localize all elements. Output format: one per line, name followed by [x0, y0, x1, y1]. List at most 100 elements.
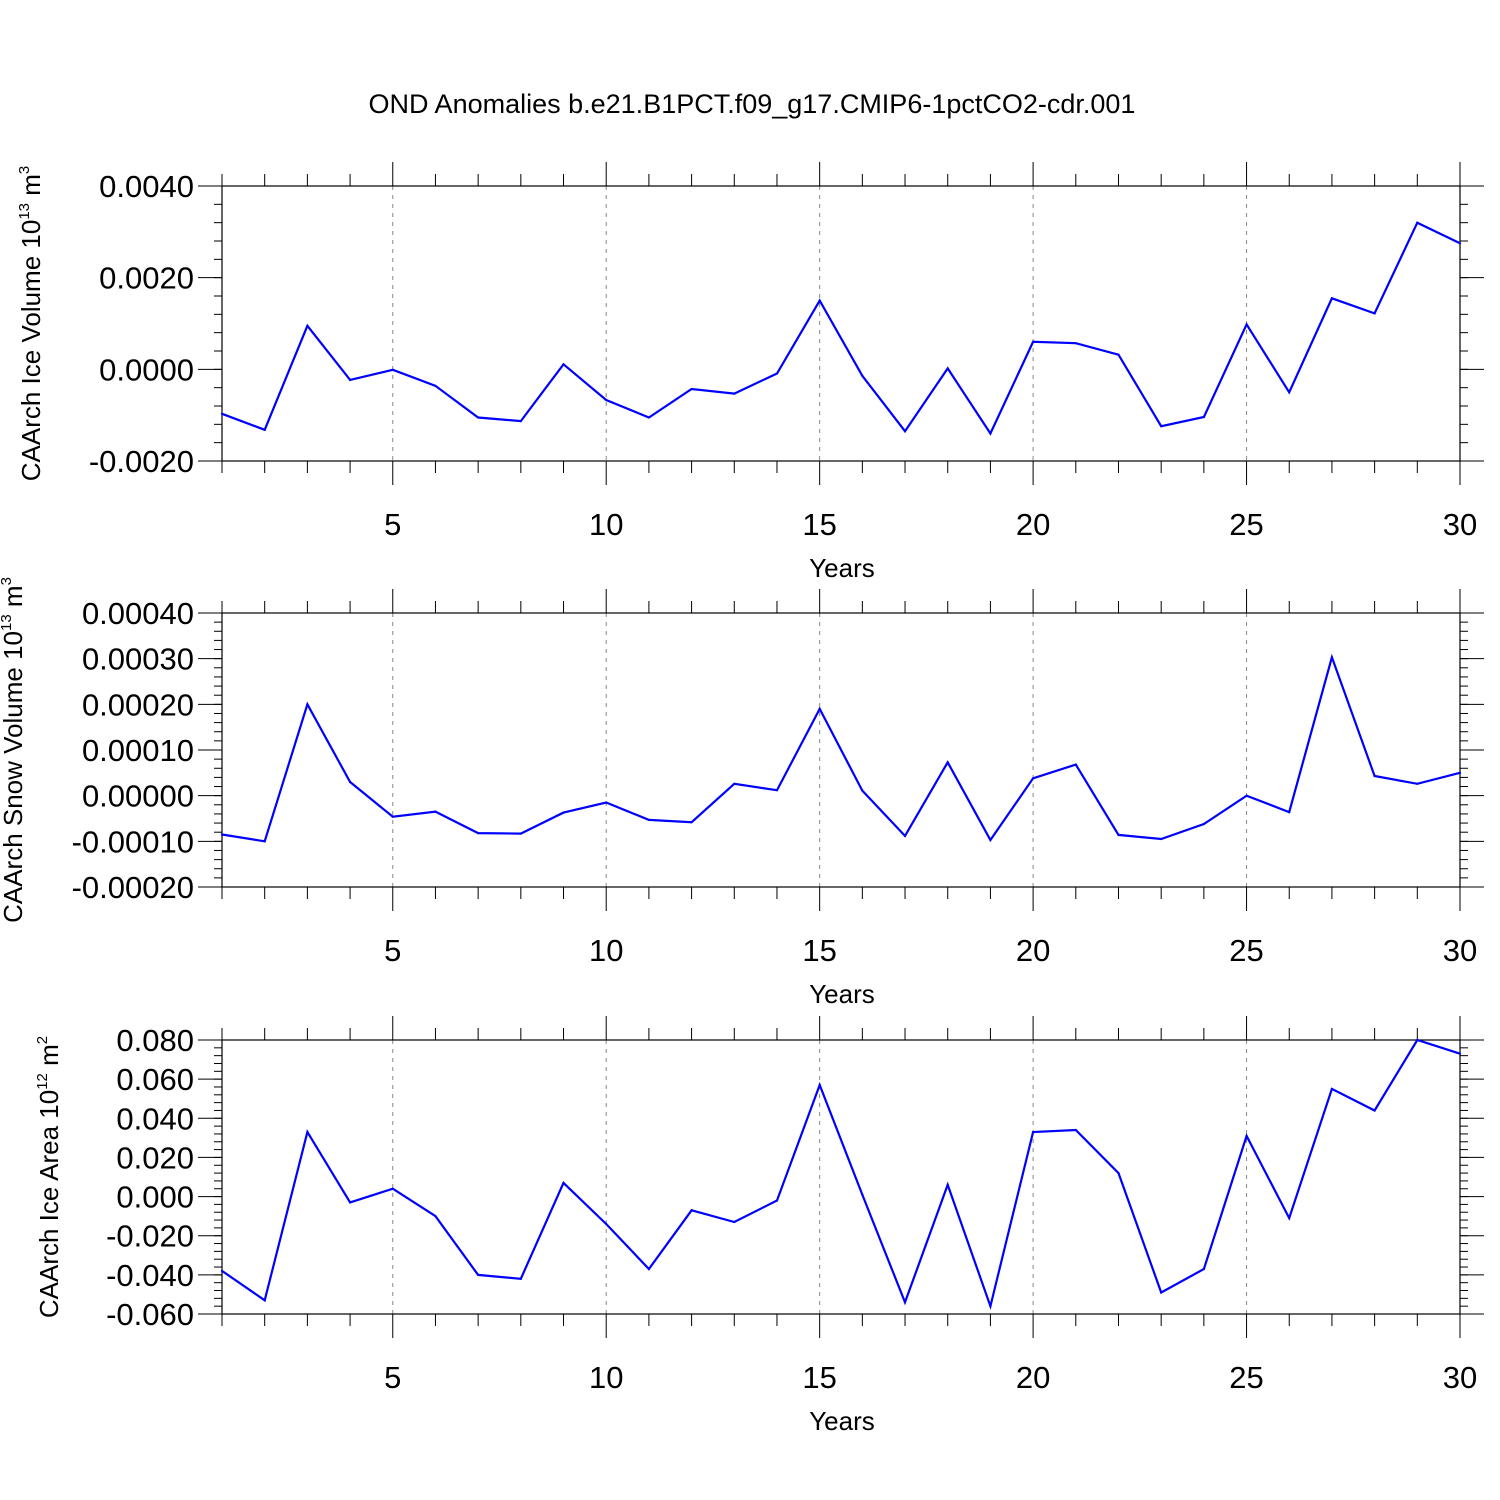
x-tick-label: 30 — [1443, 507, 1477, 542]
x-tick-label: 25 — [1229, 933, 1263, 968]
x-tick-label: 25 — [1229, 1360, 1263, 1395]
data-point — [690, 387, 693, 391]
series-line — [221, 653, 1461, 843]
data-point — [1330, 656, 1334, 659]
data-point — [861, 374, 864, 377]
y-tick-label: 0.0020 — [99, 261, 194, 296]
data-point — [1416, 221, 1419, 224]
data-point — [690, 821, 693, 824]
data-point — [775, 789, 779, 792]
data-point — [306, 1130, 309, 1134]
data-point — [647, 818, 650, 821]
data-point — [818, 1083, 821, 1087]
y-tick-label: 0.0040 — [99, 169, 194, 204]
data-point — [605, 398, 608, 402]
data-point — [1117, 833, 1120, 837]
x-tick-label: 30 — [1443, 933, 1477, 968]
y-axis-label: CAArch Ice Area 1012 m2 — [34, 1036, 64, 1318]
data-point — [434, 810, 437, 813]
data-point — [946, 1183, 949, 1186]
data-point — [818, 299, 821, 302]
x-tick-label: 30 — [1443, 1360, 1477, 1395]
data-point — [1074, 763, 1077, 766]
data-point — [1458, 771, 1462, 774]
data-point — [1032, 1130, 1035, 1134]
x-tick-label: 10 — [589, 507, 623, 542]
data-point — [391, 1187, 394, 1190]
data-point — [1160, 837, 1163, 841]
data-point — [989, 432, 992, 435]
data-point — [519, 420, 522, 423]
x-tick-label: 20 — [1016, 933, 1050, 968]
data-point — [1373, 1109, 1376, 1112]
panel-3: -0.060 -0.040 -0.020 0.000 0.020 0.040 0.060 0.… — [34, 1016, 1484, 1436]
data-point — [1074, 342, 1077, 345]
data-point — [1330, 297, 1334, 300]
data-point — [989, 838, 992, 842]
data-point — [733, 782, 736, 785]
data-point — [861, 1193, 864, 1196]
x-tick-label: 15 — [802, 507, 836, 542]
data-point — [1245, 1134, 1248, 1137]
x-axis-label: Years — [809, 553, 875, 583]
x-axis-label: Years — [809, 979, 875, 1009]
data-point — [605, 801, 608, 804]
y-tick-label: -0.040 — [106, 1258, 194, 1293]
x-tick-label: 10 — [589, 1360, 623, 1395]
panel-2: -0.00020 -0.00010 0.00000 0.00010 0.00020 0.0… — [0, 577, 1484, 1009]
data-point — [1202, 822, 1205, 826]
data-point — [391, 368, 394, 371]
data-point — [775, 1199, 779, 1202]
x-tick-label: 10 — [589, 933, 623, 968]
data-point — [1416, 1038, 1419, 1042]
data-point — [562, 363, 565, 366]
data-point — [348, 780, 352, 784]
data-point — [1202, 415, 1205, 419]
data-point — [946, 761, 949, 764]
data-point — [1288, 391, 1291, 394]
data-point — [562, 811, 565, 814]
y-tick-label: 0.000 — [116, 1180, 194, 1215]
y-tick-label: 0.00040 — [82, 596, 194, 631]
data-point — [775, 372, 779, 375]
data-point — [1245, 794, 1248, 797]
data-point — [263, 1299, 266, 1302]
data-point — [562, 1181, 565, 1184]
y-tick-label: 0.060 — [116, 1062, 194, 1097]
data-point — [733, 1220, 736, 1224]
data-point — [1458, 1052, 1462, 1055]
x-axis-label: Years — [809, 1406, 875, 1436]
figure-title: OND Anomalies b.e21.B1PCT.f09_g17.CMIP6-… — [369, 89, 1136, 119]
data-point — [220, 412, 224, 415]
y-axis-label: CAArch Snow Volume 1013 m3 — [0, 577, 28, 923]
data-point — [946, 367, 949, 370]
data-point — [391, 815, 394, 818]
data-point — [1202, 1267, 1205, 1271]
data-point — [903, 834, 907, 837]
data-point — [1245, 323, 1248, 326]
data-point — [348, 378, 352, 381]
data-point — [348, 1201, 352, 1204]
data-point — [647, 1267, 650, 1271]
data-point — [477, 416, 480, 419]
y-tick-label: -0.0020 — [89, 444, 194, 479]
y-tick-label: -0.060 — [106, 1297, 194, 1332]
data-point — [1416, 782, 1419, 785]
data-point — [1160, 1291, 1163, 1294]
data-point — [818, 707, 821, 711]
data-point — [306, 703, 309, 706]
data-point — [989, 1305, 992, 1308]
y-tick-label: 0.0000 — [99, 352, 194, 387]
x-tick-label: 5 — [384, 507, 401, 542]
data-point — [1074, 1128, 1077, 1132]
y-tick-label: -0.00010 — [72, 824, 194, 859]
x-tick-label: 20 — [1016, 507, 1050, 542]
panel-1: -0.0020 0.0000 0.0020 0.0040 5 10 15 20 25 30 Year… — [16, 162, 1484, 583]
series-line — [221, 221, 1461, 436]
data-point — [434, 1215, 437, 1218]
data-point — [1032, 777, 1035, 780]
data-point — [519, 1277, 522, 1280]
data-point — [1373, 774, 1376, 778]
y-tick-label: 0.080 — [116, 1023, 194, 1058]
data-point — [263, 428, 266, 431]
